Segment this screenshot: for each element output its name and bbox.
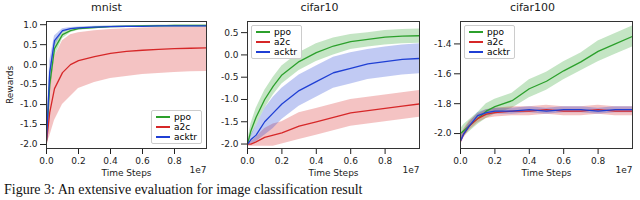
svg-text:0.5: 0.5 xyxy=(23,40,37,50)
svg-text:Time Steps: Time Steps xyxy=(520,168,571,178)
svg-text:0.6: 0.6 xyxy=(344,156,359,166)
svg-text:0.0: 0.0 xyxy=(240,156,255,166)
svg-text:0.4: 0.4 xyxy=(309,156,324,166)
svg-text:-2.0: -2.0 xyxy=(221,139,239,149)
svg-text:-1.0: -1.0 xyxy=(20,99,38,109)
svg-text:0.8: 0.8 xyxy=(167,156,182,166)
svg-text:-1.5: -1.5 xyxy=(221,117,239,127)
html-text:acktr: acktr xyxy=(274,47,297,57)
svg-text:0.0: 0.0 xyxy=(453,156,468,166)
html-text:Figure 3: An extensive evaluat: Figure 3: An extensive evaluation for im… xyxy=(4,182,363,197)
html-text:cifar10: cifar10 xyxy=(300,1,339,14)
svg-text:0.6: 0.6 xyxy=(135,156,150,166)
svg-text:-2.0: -2.0 xyxy=(434,128,452,138)
svg-text:0.4: 0.4 xyxy=(103,156,118,166)
html-text:ppo: ppo xyxy=(487,27,504,37)
svg-text:-1.0: -1.0 xyxy=(221,94,239,104)
svg-text:0.0: 0.0 xyxy=(224,50,239,60)
html-text:ppo: ppo xyxy=(174,112,191,122)
svg-text:0.6: 0.6 xyxy=(557,156,572,166)
svg-text:1e7: 1e7 xyxy=(403,165,420,175)
svg-text:Time Steps: Time Steps xyxy=(307,168,358,178)
svg-text:-1.4: -1.4 xyxy=(434,39,452,49)
svg-text:1e7: 1e7 xyxy=(616,165,633,175)
svg-text:0.2: 0.2 xyxy=(275,156,289,166)
svg-text:0.4: 0.4 xyxy=(522,156,537,166)
svg-text:Rewards: Rewards xyxy=(5,66,15,105)
svg-text:0.2: 0.2 xyxy=(71,156,85,166)
svg-text:0.0: 0.0 xyxy=(39,156,54,166)
svg-text:-1.6: -1.6 xyxy=(434,69,452,79)
svg-text:0.5: 0.5 xyxy=(224,28,238,38)
html-text:mnist: mnist xyxy=(91,1,122,14)
html-text:ppo: ppo xyxy=(274,27,291,37)
svg-text:1e7: 1e7 xyxy=(190,165,207,175)
html-text:a2c: a2c xyxy=(274,37,291,47)
svg-text:0.2: 0.2 xyxy=(488,156,502,166)
html-text:cifar100: cifar100 xyxy=(509,1,556,14)
svg-text:-1.5: -1.5 xyxy=(20,119,38,129)
svg-text:0.8: 0.8 xyxy=(591,156,606,166)
svg-text:Time Steps: Time Steps xyxy=(100,168,151,178)
svg-text:1.0: 1.0 xyxy=(23,20,38,30)
svg-text:-2.0: -2.0 xyxy=(20,139,38,149)
html-text:acktr: acktr xyxy=(174,132,197,142)
svg-text:-0.5: -0.5 xyxy=(221,72,239,82)
svg-text:0.0: 0.0 xyxy=(23,60,38,70)
svg-text:-1.8: -1.8 xyxy=(434,99,452,109)
svg-text:0.8: 0.8 xyxy=(378,156,393,166)
svg-text:-0.5: -0.5 xyxy=(20,79,38,89)
html-text:a2c: a2c xyxy=(174,122,191,132)
html-text:a2c: a2c xyxy=(487,37,504,47)
html-text:acktr: acktr xyxy=(487,47,510,57)
